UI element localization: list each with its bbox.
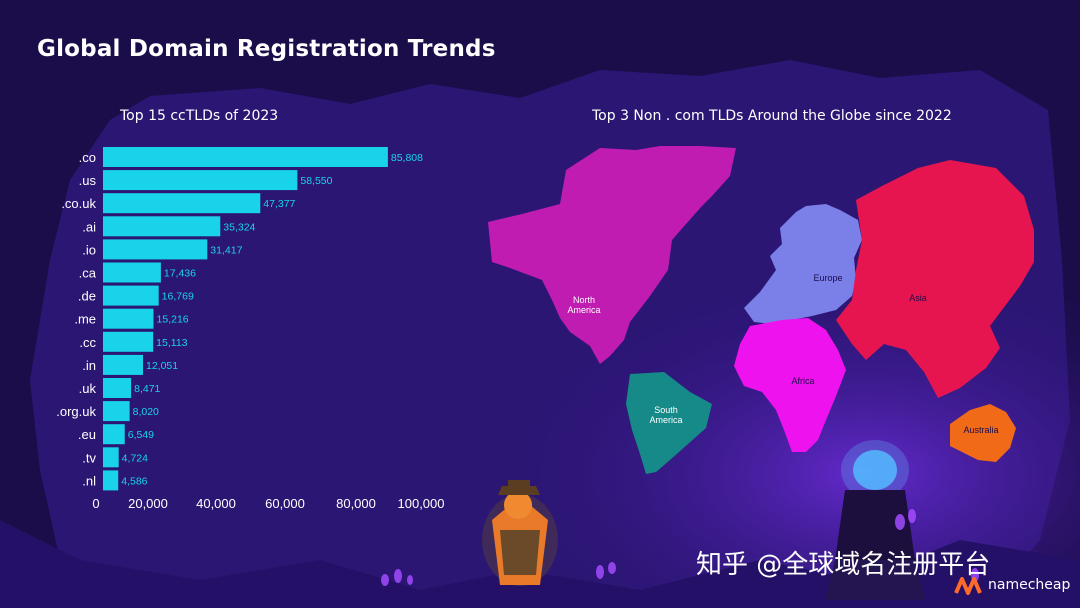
page-title: Global Domain Registration Trends <box>37 36 496 62</box>
bar-co-uk <box>103 193 261 214</box>
value-label: 16,769 <box>162 291 194 303</box>
category-label: .uk <box>79 381 97 396</box>
bar-eu <box>103 424 125 445</box>
value-label: 15,113 <box>156 337 187 349</box>
value-label: 17,436 <box>164 268 196 280</box>
bar-me <box>103 308 154 329</box>
category-label: .nl <box>82 473 96 488</box>
category-label: .in <box>82 358 96 373</box>
value-label: 12,051 <box>146 360 178 372</box>
bar-cc <box>103 331 154 352</box>
category-label: .ai <box>82 219 96 234</box>
fox-mascot-illustration <box>482 480 558 586</box>
map-label-north-america-line1: North <box>573 295 595 305</box>
map-region-europe <box>744 204 862 324</box>
x-tick-label: 80,000 <box>336 496 376 511</box>
category-label: .org.uk <box>56 404 96 419</box>
map-region-north-america <box>488 146 736 364</box>
namecheap-logo: namecheap <box>954 574 1070 596</box>
map-label-asia: Asia <box>909 293 927 303</box>
bar-ca <box>103 262 161 283</box>
value-label: 4,724 <box>122 452 148 464</box>
category-label: .ca <box>79 266 97 281</box>
category-label: .cc <box>79 335 96 350</box>
category-label: .us <box>79 173 97 188</box>
x-tick-label: 60,000 <box>265 496 305 511</box>
map-label-south-america-line1: South <box>654 405 678 415</box>
category-label: .co.uk <box>61 196 96 211</box>
map-label-europe: Europe <box>813 273 842 283</box>
map-label-north-america-line2: America <box>567 305 600 315</box>
category-label: .eu <box>78 427 96 442</box>
map-label-south-america-line2: America <box>649 415 682 425</box>
value-label: 35,324 <box>223 221 255 233</box>
crystal-ball-illustration <box>825 440 925 600</box>
bar-ai <box>103 216 221 237</box>
bar-org-uk <box>103 401 130 422</box>
watermark-text: 知乎 @全球域名注册平台 <box>696 550 991 580</box>
value-label: 58,550 <box>300 175 332 187</box>
value-label: 85,808 <box>391 152 423 164</box>
namecheap-logo-icon <box>954 577 982 595</box>
category-label: .me <box>74 312 96 327</box>
x-tick-label: 20,000 <box>128 496 168 511</box>
x-tick-label: 0 <box>92 496 99 511</box>
category-label: .de <box>78 289 96 304</box>
category-label: .tv <box>82 450 96 465</box>
bar-in <box>103 354 144 375</box>
map-region-australia <box>950 404 1016 462</box>
map-region-asia <box>836 160 1034 398</box>
value-label: 15,216 <box>157 314 189 326</box>
bar-de <box>103 285 159 306</box>
map-label-australia: Australia <box>963 425 998 435</box>
map-title: Top 3 Non . com TLDs Around the Globe si… <box>592 108 952 124</box>
value-label: 8,020 <box>133 406 159 418</box>
x-tick-label: 100,000 <box>398 496 445 511</box>
bar-tv <box>103 447 119 468</box>
category-label: .io <box>82 242 96 257</box>
map-region-south-america <box>626 372 712 474</box>
bar-co <box>103 147 388 167</box>
value-label: 31,417 <box>210 244 242 256</box>
map-region-africa <box>734 318 846 452</box>
bar-uk <box>103 378 132 398</box>
bar-us <box>103 170 298 191</box>
value-label: 6,549 <box>128 429 154 441</box>
bar-nl <box>103 470 119 491</box>
value-label: 4,586 <box>121 475 147 487</box>
x-tick-label: 40,000 <box>196 496 236 511</box>
bar-io <box>103 239 208 260</box>
brand-name: namecheap <box>988 577 1071 593</box>
bar-chart-title: Top 15 ccTLDs of 2023 <box>120 108 279 124</box>
category-label: .co <box>79 150 96 165</box>
map-label-africa: Africa <box>791 376 814 386</box>
value-label: 47,377 <box>263 198 295 210</box>
value-label: 8,471 <box>134 383 160 395</box>
